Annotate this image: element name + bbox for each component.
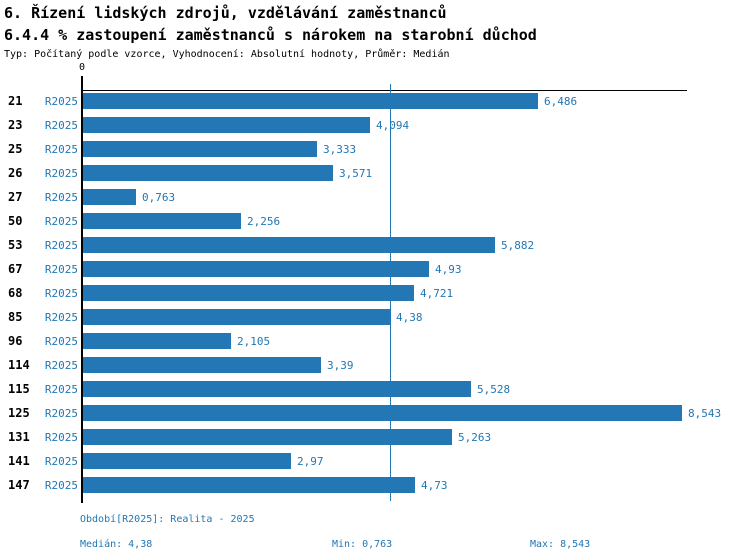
bar: [83, 453, 291, 469]
bar-value-label: 3,39: [327, 359, 354, 372]
row-series-label: R2025: [44, 455, 78, 468]
row-series-label: R2025: [44, 407, 78, 420]
row-series-label: R2025: [44, 119, 78, 132]
bar-value-label: 6,486: [544, 95, 578, 108]
row-series-label: R2025: [44, 335, 78, 348]
row-series-label: R2025: [44, 167, 78, 180]
footer-max: Max: 8,543: [530, 539, 591, 550]
row-category-label: 53: [8, 238, 23, 252]
row-series-label: R2025: [44, 95, 78, 108]
footer-period: Období[R2025]: Realita - 2025: [80, 514, 255, 525]
bar: [83, 357, 321, 373]
footer-median: Medián: 4,38: [80, 539, 153, 550]
bar-value-label: 0,763: [142, 191, 176, 204]
row-category-label: 115: [8, 382, 30, 396]
bar-value-label: 5,528: [477, 383, 511, 396]
bar-value-label: 2,105: [237, 335, 271, 348]
row-category-label: 125: [8, 406, 30, 420]
row-category-label: 85: [8, 310, 23, 324]
row-category-label: 131: [8, 430, 30, 444]
row-series-label: R2025: [44, 431, 78, 444]
bar-value-label: 4,93: [435, 263, 462, 276]
chart-subtitle: 6.4.4 % zastoupení zaměstnanců s nárokem…: [4, 26, 537, 44]
row-category-label: 141: [8, 454, 30, 468]
row-series-label: R2025: [44, 311, 78, 324]
row-series-label: R2025: [44, 191, 78, 204]
row-category-label: 67: [8, 262, 23, 276]
bar: [83, 309, 390, 325]
row-category-label: 27: [8, 190, 23, 204]
bar-value-label: 4,73: [421, 479, 448, 492]
bar: [83, 429, 452, 445]
row-series-label: R2025: [44, 239, 78, 252]
bar-value-label: 5,882: [501, 239, 535, 252]
row-category-label: 50: [8, 214, 23, 228]
bar: [83, 93, 538, 109]
row-category-label: 147: [8, 478, 30, 492]
row-series-label: R2025: [44, 263, 78, 276]
bar: [83, 405, 682, 421]
row-category-label: 26: [8, 166, 23, 180]
bar-value-label: 2,256: [247, 215, 281, 228]
row-series-label: R2025: [44, 287, 78, 300]
row-category-label: 114: [8, 358, 30, 372]
row-series-label: R2025: [44, 479, 78, 492]
bar: [83, 285, 414, 301]
x-axis-line: [81, 90, 687, 91]
bar: [83, 141, 317, 157]
footer-min: Min: 0,763: [332, 539, 393, 550]
bar-value-label: 4,38: [396, 311, 423, 324]
bar: [83, 333, 231, 349]
bar-value-label: 3,333: [323, 143, 357, 156]
bar: [83, 189, 136, 205]
row-category-label: 23: [8, 118, 23, 132]
row-series-label: R2025: [44, 359, 78, 372]
x-axis-zero-tick-label: 0: [78, 62, 86, 73]
bar-value-label: 2,97: [297, 455, 324, 468]
bar: [83, 165, 333, 181]
bar: [83, 381, 471, 397]
row-category-label: 96: [8, 334, 23, 348]
bar-value-label: 3,571: [339, 167, 373, 180]
bar: [83, 237, 495, 253]
bar: [83, 213, 241, 229]
y-axis-line: [81, 76, 83, 503]
bar: [83, 261, 429, 277]
row-category-label: 68: [8, 286, 23, 300]
bar-value-label: 5,263: [458, 431, 492, 444]
bar: [83, 117, 370, 133]
bar-value-label: 4,721: [420, 287, 454, 300]
row-category-label: 25: [8, 142, 23, 156]
row-series-label: R2025: [44, 215, 78, 228]
row-series-label: R2025: [44, 383, 78, 396]
bar-value-label: 4,094: [376, 119, 410, 132]
bar-value-label: 8,543: [688, 407, 722, 420]
bar: [83, 477, 415, 493]
row-category-label: 21: [8, 94, 23, 108]
chart-title: 6. Řízení lidských zdrojů, vzdělávání za…: [4, 4, 447, 22]
chart-meta: Typ: Počítaný podle vzorce, Vyhodnocení:…: [4, 49, 450, 60]
row-series-label: R2025: [44, 143, 78, 156]
